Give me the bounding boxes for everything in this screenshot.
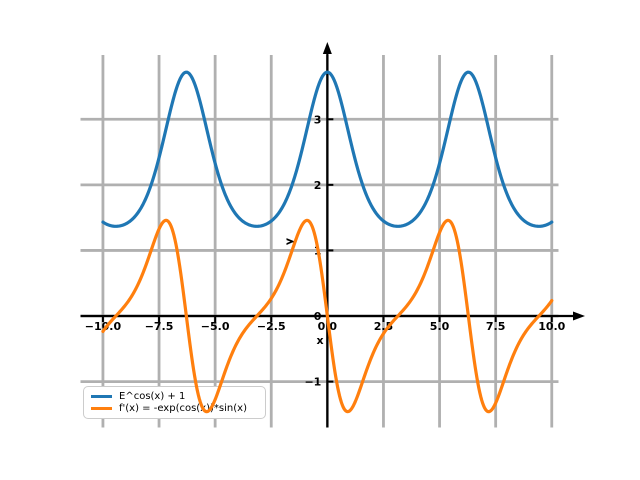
legend-entry-orange: f'(x) = -exp(cos(x))*sin(x) bbox=[91, 403, 258, 416]
y-tick-label: 3 bbox=[314, 113, 322, 126]
x-tick-label: 7.5 bbox=[486, 320, 506, 333]
legend-label-blue: E^cos(x) + 1 bbox=[119, 391, 185, 402]
x-tick-label: 5.0 bbox=[430, 320, 450, 333]
y-axis-label: y bbox=[283, 235, 296, 249]
y-axis-arrow-icon bbox=[323, 42, 332, 54]
y-tick-label: 1 bbox=[314, 244, 322, 257]
x-tick-label: −5.0 bbox=[201, 320, 230, 333]
legend-line-swatch-orange bbox=[91, 407, 112, 410]
x-tick-label: 2.5 bbox=[374, 320, 394, 333]
x-tick-label: 10.0 bbox=[538, 320, 565, 333]
figure: −10.0−7.5−5.0−2.50.02.55.07.510.0−10123 … bbox=[0, 0, 640, 480]
x-tick-label: −10.0 bbox=[85, 320, 122, 333]
x-tick-label: −7.5 bbox=[145, 320, 174, 333]
legend-line-swatch-blue bbox=[91, 395, 112, 398]
x-axis-arrow-icon bbox=[573, 312, 585, 321]
legend: E^cos(x) + 1 f'(x) = -exp(cos(x))*sin(x) bbox=[83, 386, 266, 419]
legend-label-orange: f'(x) = -exp(cos(x))*sin(x) bbox=[119, 403, 247, 414]
y-tick-label: −1 bbox=[304, 376, 321, 389]
y-tick-label: 0 bbox=[314, 310, 322, 323]
x-tick-label: −2.5 bbox=[257, 320, 286, 333]
legend-entry-blue: E^cos(x) + 1 bbox=[91, 390, 258, 403]
y-tick-label: 2 bbox=[314, 179, 322, 192]
x-axis-label: x bbox=[312, 334, 328, 347]
